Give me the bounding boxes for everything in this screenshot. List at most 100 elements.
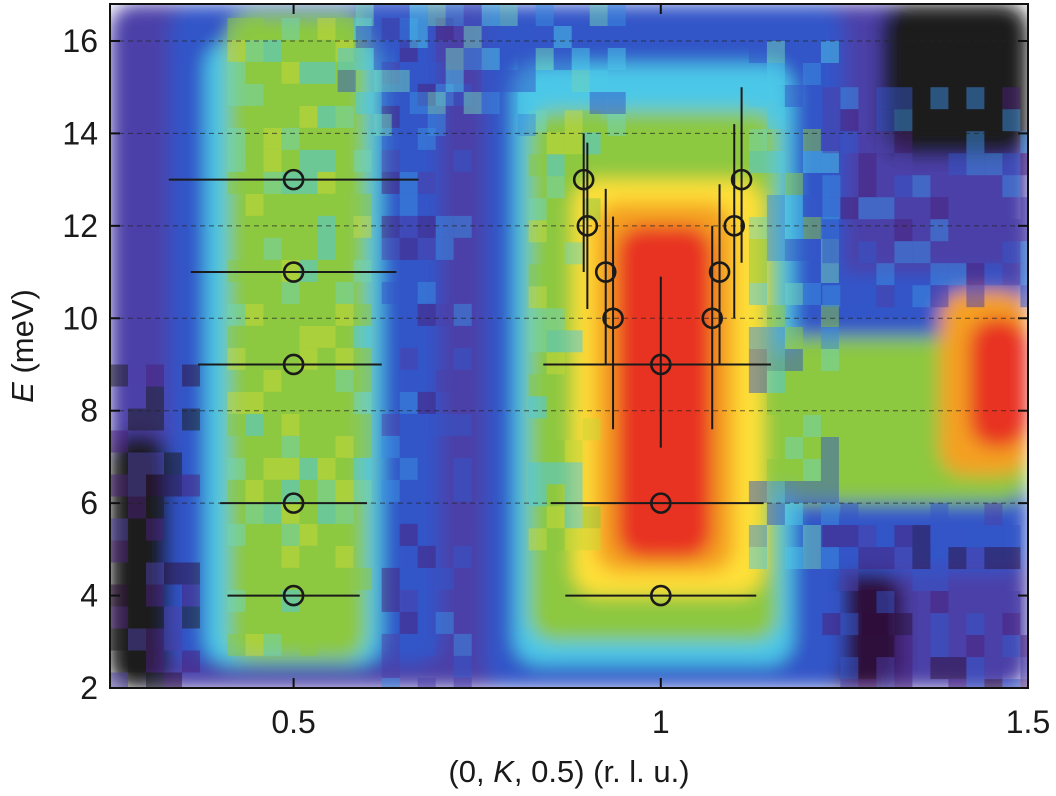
heatmap-pixel [128, 628, 146, 651]
heatmap-pixel [245, 501, 264, 524]
heatmap-pixel [820, 393, 839, 415]
heatmap-pixel [876, 547, 895, 570]
heatmap-pixel [146, 584, 164, 607]
heatmap-pixel [802, 239, 821, 261]
heatmap-pixel [876, 657, 895, 680]
heatmap-pixel [373, 70, 392, 92]
heatmap-pixel [948, 263, 967, 286]
heatmap-pixel [564, 132, 583, 155]
heatmap-pixel [399, 391, 418, 414]
heatmap-pixel [528, 286, 547, 309]
heatmap-pixel [417, 171, 436, 194]
heatmap-pixel [1020, 263, 1028, 286]
heatmap-pixel [355, 4, 374, 26]
heatmap-pixel [894, 131, 913, 154]
heatmap-pixel [528, 374, 547, 397]
heatmap-pixel [876, 679, 895, 688]
heatmap-pixel [463, 26, 482, 48]
heatmap-pixel [164, 562, 182, 585]
heatmap-pixel [820, 437, 839, 459]
heatmap-pixel [748, 525, 767, 547]
heatmap-pixel [912, 175, 931, 198]
heatmap-pixel [263, 633, 282, 656]
heatmap-pixel [546, 528, 565, 551]
heatmap-pixel [281, 105, 300, 128]
heatmap-pixel [245, 193, 264, 216]
heatmap-pixel [822, 175, 841, 198]
heatmap-pixel [417, 677, 436, 688]
heatmap-pixel [607, 48, 626, 70]
heatmap-pixel [453, 215, 472, 238]
heatmap-pixel [784, 349, 803, 371]
heatmap-pixel [445, 4, 464, 26]
heatmap-pixel [453, 655, 472, 678]
heatmap-pixel [528, 264, 547, 287]
heatmap-pixel [373, 26, 392, 48]
heatmap-pixel [822, 131, 841, 154]
heatmap-pixel [146, 474, 164, 497]
heatmap-pixel [227, 413, 246, 436]
heatmap-pixel [930, 635, 949, 658]
heatmap-pixel [381, 215, 400, 238]
heatmap-pixel [1002, 679, 1021, 688]
data-point-marker [576, 215, 599, 237]
heatmap-pixel [820, 349, 839, 371]
heatmap-pixel [840, 87, 859, 110]
heatmap-pixel [820, 481, 839, 503]
heatmap-pixel [399, 589, 418, 612]
heatmap-pixel [355, 26, 374, 48]
heatmap-pixel [317, 457, 336, 480]
heatmap-pixel [481, 92, 500, 114]
heatmap-pixel [820, 503, 839, 525]
heatmap-pixel [766, 151, 785, 173]
heatmap-pixel [766, 107, 785, 129]
heatmap-pixel [546, 462, 565, 485]
data-point-marker [701, 307, 724, 330]
y-axis-label-unit: (meV) [5, 289, 40, 382]
heatmap-pixel [399, 193, 418, 216]
heatmap-pixel [355, 92, 374, 114]
heatmap-pixel [110, 364, 128, 387]
heatmap-pixel [546, 352, 565, 375]
heatmap-pixel [435, 369, 454, 392]
heatmap-pixel [766, 371, 785, 393]
heatmap-pixel [227, 83, 246, 106]
heatmap-pixel [453, 193, 472, 216]
heatmap-pixel [1020, 131, 1028, 154]
heatmap-pixel [966, 635, 985, 658]
heatmap-pixel [164, 672, 182, 688]
heatmap-pixel [317, 171, 336, 194]
heatmap-pixel [245, 171, 264, 194]
heatmap-pixel [802, 525, 821, 547]
heatmap-pixel [409, 26, 428, 48]
heatmap-pixel [894, 175, 913, 198]
heatmap-pixel [245, 83, 264, 106]
heatmap-pixel [281, 61, 300, 84]
heatmap-pixel [820, 261, 839, 283]
heatmap-pixel [546, 506, 565, 529]
heatmap-pixel [820, 547, 839, 569]
heatmap-pixel [840, 285, 859, 308]
heatmap-pixel [930, 285, 949, 308]
heatmap-pixel [227, 391, 246, 414]
heatmap-pixel [317, 347, 336, 370]
heatmap-pixel [894, 657, 913, 680]
heatmap-pixel [784, 283, 803, 305]
heatmap-pixel [299, 391, 318, 414]
heatmap-pixel [391, 4, 410, 26]
heatmap-pixel [146, 606, 164, 629]
heatmap-pixel [822, 591, 841, 614]
heatmap-pixel [227, 347, 246, 370]
heatmap-pixel [245, 633, 264, 656]
heatmap-pixel [128, 452, 146, 475]
heatmap-pixel [930, 503, 949, 526]
heatmap-pixel [435, 611, 454, 634]
heatmap-pixel [984, 503, 1003, 526]
heatmap-pixel [766, 195, 785, 217]
heatmap-pixel [582, 528, 601, 551]
heatmap-pixel [110, 518, 128, 541]
heatmap-pixel [146, 672, 164, 688]
heatmap-pixel [858, 547, 877, 570]
heatmap-pixel [453, 677, 472, 688]
heatmap-pixel [481, 70, 500, 92]
